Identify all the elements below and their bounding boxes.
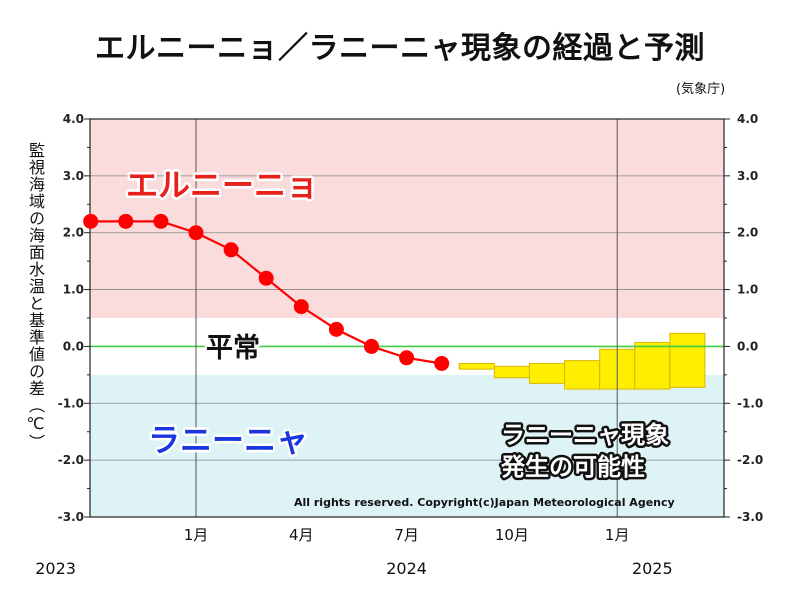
year-label: 2023: [35, 559, 76, 578]
forecast-box-2024-09: [458, 362, 495, 370]
forecast-box-2024-11: [529, 362, 565, 384]
data-point-2024-05: [328, 321, 344, 337]
forecast-box-2024-12: [564, 360, 601, 390]
data-point-2024-01: [188, 225, 204, 241]
data-point-2024-03: [258, 270, 274, 286]
copyright-text: All rights reserved. Copyright(c)Japan M…: [294, 496, 675, 509]
forecast-box-2025-02: [634, 341, 671, 390]
year-label: 2024: [386, 559, 427, 578]
normal-label: 平常: [206, 333, 260, 364]
data-point-2024-07: [399, 350, 415, 366]
data-point-2024-06: [364, 338, 379, 354]
data-point-2024-08: [434, 355, 450, 371]
x-tick-label: 7月: [394, 526, 419, 544]
y-tick-label-right: -1.0: [737, 396, 763, 410]
y-tick-label-right: 1.0: [737, 283, 758, 297]
year-label: 2025: [632, 559, 673, 578]
data-point-2023-12: [153, 213, 169, 229]
el-nino-label: エルニーニョ: [126, 166, 318, 204]
annotation-line-1: 発生の可能性: [500, 453, 645, 481]
page-title: エルニーニョ／ラニーニャ現象の経過と予測: [95, 31, 705, 66]
y-tick-label-left: -1.0: [58, 396, 84, 410]
y-tick-label-left: 1.0: [63, 283, 84, 297]
y-tick-label-left: 3.0: [63, 169, 84, 183]
x-tick-label: 10月: [495, 526, 529, 544]
data-point-2023-11: [118, 213, 134, 229]
plot-frame: [89, 118, 725, 518]
forecast-box-2024-10: [493, 365, 530, 379]
la-nina-label: ラニーニャ: [148, 421, 308, 459]
y-tick-label-right: 3.0: [737, 169, 758, 183]
data-point-2024-04: [293, 299, 309, 315]
y-tick-label-right: 0.0: [737, 339, 758, 353]
forecast-box-2025-03: [669, 332, 706, 388]
forecast-layer: [458, 332, 706, 390]
y-tick-label-left: 0.0: [63, 339, 84, 353]
x-tick-label: 1月: [184, 526, 209, 544]
y-tick-label-right: -2.0: [737, 453, 763, 467]
y-axis-label: 監視海域の海面水温と基準値の差（℃）: [26, 142, 45, 451]
x-tick-label: 1月: [605, 526, 630, 544]
y-tick-label-left: -2.0: [58, 453, 84, 467]
x-tick-label: 4月: [289, 526, 314, 544]
band-0: [90, 119, 724, 318]
y-tick-label-left: -3.0: [58, 510, 84, 524]
source-label: (気象庁): [676, 82, 726, 97]
y-tick-label-right: 2.0: [737, 226, 758, 240]
y-tick-label-left: 2.0: [63, 226, 84, 240]
data-point-2024-02: [223, 242, 239, 258]
data-point-2023-10: [83, 213, 99, 229]
y-tick-label-left: 4.0: [63, 112, 84, 126]
y-tick-label-right: -3.0: [737, 510, 763, 524]
y-tick-label-right: 4.0: [737, 112, 758, 126]
grid-layer: [84, 118, 730, 518]
text-layer: 4.0 4.0 3.0 3.0 2.0 2.0 1.0 1.0 0.0 0.0 -1.0 -1.0 -2…: [35, 112, 763, 578]
annotation-line-0: ラニーニャ現象: [501, 421, 669, 449]
series-layer: [83, 213, 450, 371]
